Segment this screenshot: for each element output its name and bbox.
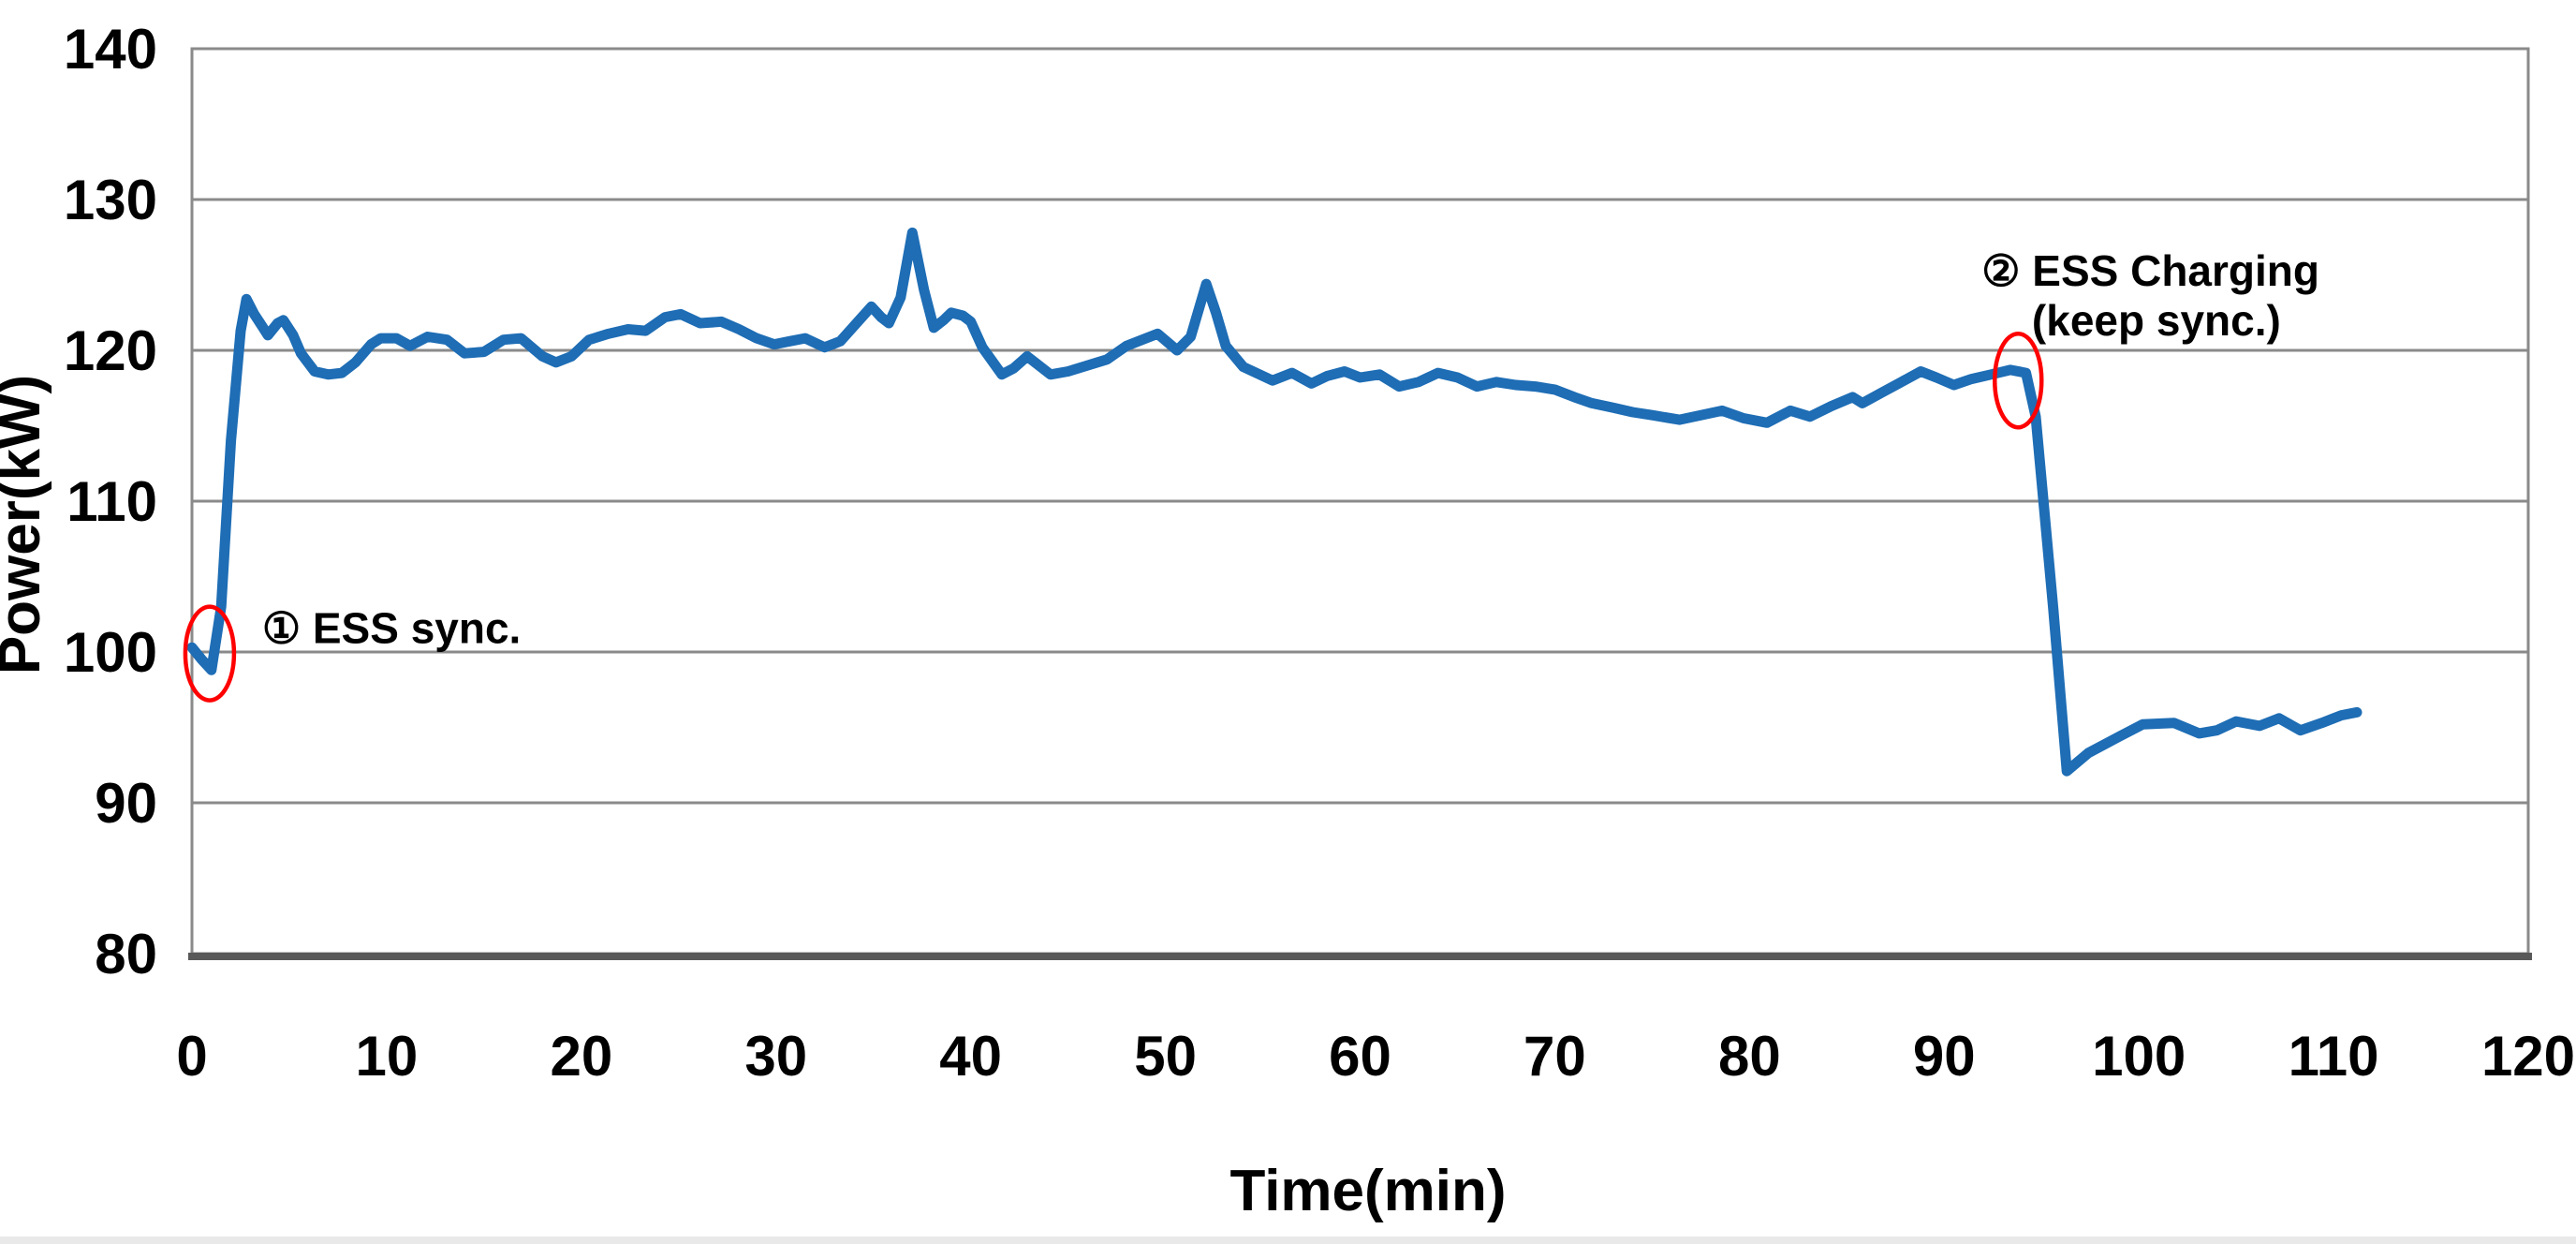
annotation-2: ② ESS Charging xyxy=(1981,246,2319,295)
y-tick-label-140: 140 xyxy=(64,18,157,81)
ess-charging-ellipse xyxy=(1993,331,2044,430)
x-tick-label-70: 70 xyxy=(1524,1025,1586,1088)
x-tick-label-20: 20 xyxy=(550,1025,612,1088)
power-series-line xyxy=(186,227,2363,777)
y-axis-title: Power(kW) xyxy=(0,375,52,674)
x-tick-label-30: 30 xyxy=(744,1025,807,1088)
x-tick-label-100: 100 xyxy=(2092,1025,2186,1088)
y-tick-label-80: 80 xyxy=(95,923,157,985)
y-tick-label-120: 120 xyxy=(64,319,157,382)
plot-area: 80 90 100 110 120 130 140 0 10 20 30 40 50 60 70 80 90 10… xyxy=(64,18,2575,1088)
x-tick-label-50: 50 xyxy=(1134,1025,1197,1088)
x-tick-label-120: 120 xyxy=(2481,1025,2575,1088)
x-tick-label-60: 60 xyxy=(1329,1025,1391,1088)
x-tick-label-10: 10 xyxy=(356,1025,419,1088)
x-tick-label-40: 40 xyxy=(939,1025,1002,1088)
annotation-3: (keep sync.) xyxy=(2032,296,2281,345)
x-axis-title: Time(min) xyxy=(1229,1159,1506,1223)
x-tick-label-80: 80 xyxy=(1718,1025,1781,1088)
ess-sync-ellipse xyxy=(183,604,237,703)
x-tick-label-90: 90 xyxy=(1913,1025,1976,1088)
x-tick-label-0: 0 xyxy=(176,1025,207,1088)
annotation-1: ① ESS sync. xyxy=(262,603,521,652)
page-edge-strip xyxy=(0,1237,2576,1244)
y-tick-label-90: 90 xyxy=(95,772,157,835)
y-tick-label-130: 130 xyxy=(64,169,157,231)
y-tick-label-110: 110 xyxy=(66,470,157,533)
x-tick-label-110: 110 xyxy=(2289,1025,2379,1088)
y-tick-label-100: 100 xyxy=(64,621,157,684)
